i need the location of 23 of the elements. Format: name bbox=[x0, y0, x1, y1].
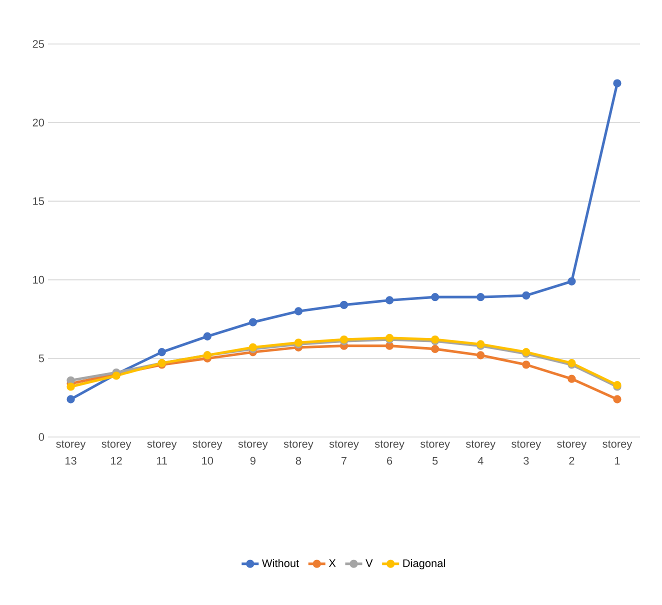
x-tick-label: storey 11 bbox=[147, 440, 177, 465]
y-tick-label: 10 bbox=[33, 276, 44, 284]
x-tick-label: storey 3 bbox=[512, 440, 542, 465]
y-tick-label: 25 bbox=[32, 40, 44, 48]
x-tick-label: storey 9 bbox=[238, 440, 268, 465]
x-tick-label: storey 10 bbox=[192, 440, 222, 465]
y-tick-label: 5 bbox=[38, 354, 44, 362]
x-tick-label: storey 13 bbox=[56, 440, 86, 465]
y-tick-label: 15 bbox=[33, 197, 44, 206]
x-tick-label: storey 2 bbox=[557, 440, 587, 465]
legend-label: V bbox=[366, 559, 373, 567]
x-tick-label: storey 5 bbox=[420, 440, 450, 465]
x-tick-label: storey 8 bbox=[284, 440, 314, 465]
x-tick-label: storey 6 bbox=[374, 440, 404, 465]
x-tick-label: storey 7 bbox=[329, 440, 359, 465]
x-tick-label: storey 1 bbox=[602, 440, 632, 465]
y-tick-label: 20 bbox=[32, 118, 44, 126]
x-tick-label: storey 12 bbox=[102, 440, 132, 465]
legend-label: Without bbox=[262, 559, 300, 568]
legend-label: X bbox=[328, 559, 336, 567]
x-tick-label: storey 4 bbox=[466, 440, 496, 465]
legend-label: Diagonal bbox=[403, 559, 445, 570]
y-tick-label: 0 bbox=[38, 433, 44, 441]
